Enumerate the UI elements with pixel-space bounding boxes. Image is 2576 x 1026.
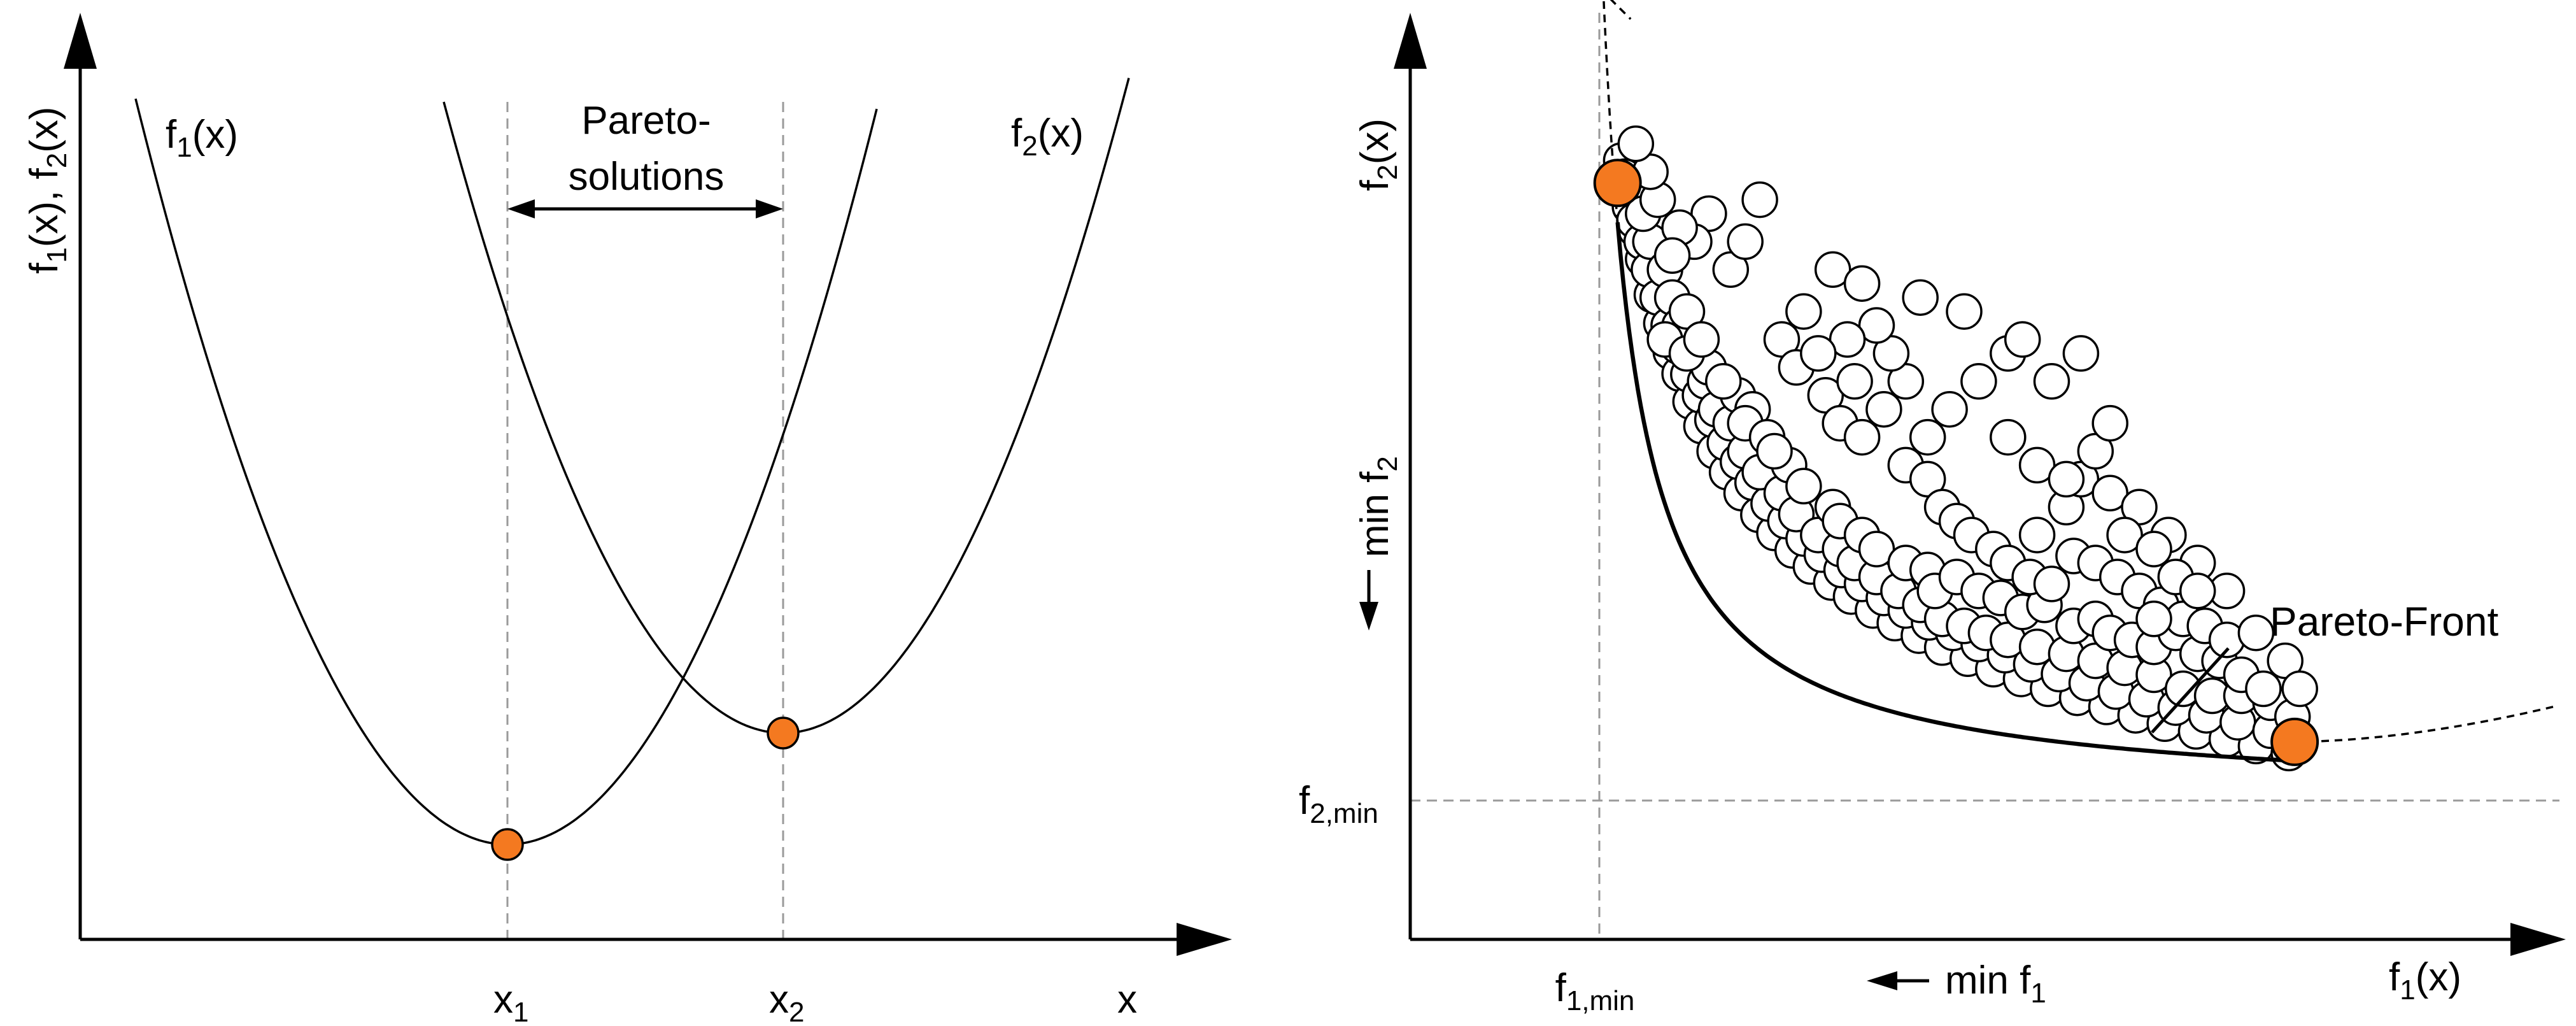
solution-point [2281, 670, 2318, 708]
solution-point [1814, 251, 1851, 289]
right-x-axis-arrowhead [2510, 923, 2566, 956]
curve-f2 [442, 78, 1130, 734]
solution-point [2179, 573, 2216, 609]
f1-minimum-point [491, 828, 524, 861]
left-x-axis-label: x [1117, 978, 1137, 1022]
min-f2-arrowhead [1359, 602, 1378, 631]
pareto-front-leader-line [2151, 647, 2230, 734]
right-x-axis-label: f1(x) [2389, 955, 2461, 1006]
right-y-axis-label: f2(x) [1353, 118, 1403, 191]
solution-point [2106, 517, 2143, 553]
solution-point [1902, 279, 1939, 316]
left-panel: f1(x), f2(x) f1(x) f2(x) Pareto- solutio… [22, 13, 1232, 1026]
min-f1-label: min f1 [1945, 958, 2046, 1009]
solution-point [1756, 432, 1793, 470]
solution-point [2135, 601, 2172, 638]
solution-point [2033, 363, 2070, 400]
pareto-front-curve [1615, 222, 2292, 763]
solution-point [1653, 237, 1691, 274]
solution-point [2245, 670, 2282, 708]
extreme-point-min-f2 [2270, 717, 2319, 766]
pareto-solutions-label-line1: Pareto- [581, 99, 711, 143]
pareto-front-extension-right [2295, 706, 2554, 743]
solution-point [1683, 321, 1720, 358]
solution-point [2237, 614, 2275, 652]
solution-point [1990, 418, 2027, 456]
extreme-points [1593, 159, 2319, 766]
solution-point [1843, 265, 1881, 302]
solution-point [1785, 293, 1822, 330]
scatter-points [1603, 125, 2318, 772]
f2-minimum-point [767, 716, 800, 750]
solution-point [1741, 181, 1778, 218]
solution-point [1617, 125, 1655, 162]
range-left-arrowhead [507, 199, 535, 218]
min-f1-arrowhead [1867, 971, 1897, 990]
solution-point [2135, 531, 2172, 567]
solution-point [1865, 390, 1902, 428]
pareto-front-label: Pareto-Front [2270, 599, 2498, 645]
solution-point [1931, 390, 1968, 428]
solution-point [2004, 321, 2041, 358]
x1-label: x1 [493, 978, 528, 1026]
left-y-axis-arrowhead [64, 13, 97, 69]
solution-point [1960, 363, 1997, 400]
solution-point [2048, 460, 2085, 498]
pareto-solutions-label-line2: solutions [569, 155, 725, 199]
solution-point [1858, 307, 1895, 344]
solution-point [2062, 335, 2100, 372]
solution-point [2018, 517, 2056, 553]
solution-point [1785, 467, 1822, 505]
range-right-arrowhead [756, 199, 783, 218]
right-y-axis-arrowhead [1394, 13, 1427, 69]
x2-label: x2 [769, 978, 804, 1026]
curve-f2-label: f2(x) [1011, 111, 1084, 162]
solution-point [1705, 363, 1742, 400]
solution-point [1727, 223, 1764, 260]
extreme-point-min-f1 [1593, 159, 1642, 208]
f2-min-label: f2,min [1299, 779, 1378, 829]
solution-point [1800, 335, 1837, 372]
solution-point [1858, 531, 1895, 567]
solution-point [2091, 404, 2128, 442]
solution-point [2091, 474, 2128, 512]
f1-min-label: f1,min [1555, 966, 1635, 1016]
right-panel: Pareto-Front f2(x) min f2 f2,min f1,min … [1299, 0, 2566, 1016]
left-y-axis-label: f1(x), f2(x) [22, 107, 73, 274]
solution-point [1946, 293, 1983, 330]
curve-f1-label: f1(x) [166, 113, 238, 163]
solution-point [2033, 566, 2070, 602]
left-x-axis-arrowhead [1177, 923, 1232, 956]
solution-point [1843, 418, 1881, 456]
solution-point [1836, 363, 1873, 400]
solution-point [1909, 418, 1946, 456]
min-f2-label: min f2 [1353, 456, 1403, 557]
solution-point [1829, 321, 1866, 358]
solution-point [2018, 446, 2056, 484]
